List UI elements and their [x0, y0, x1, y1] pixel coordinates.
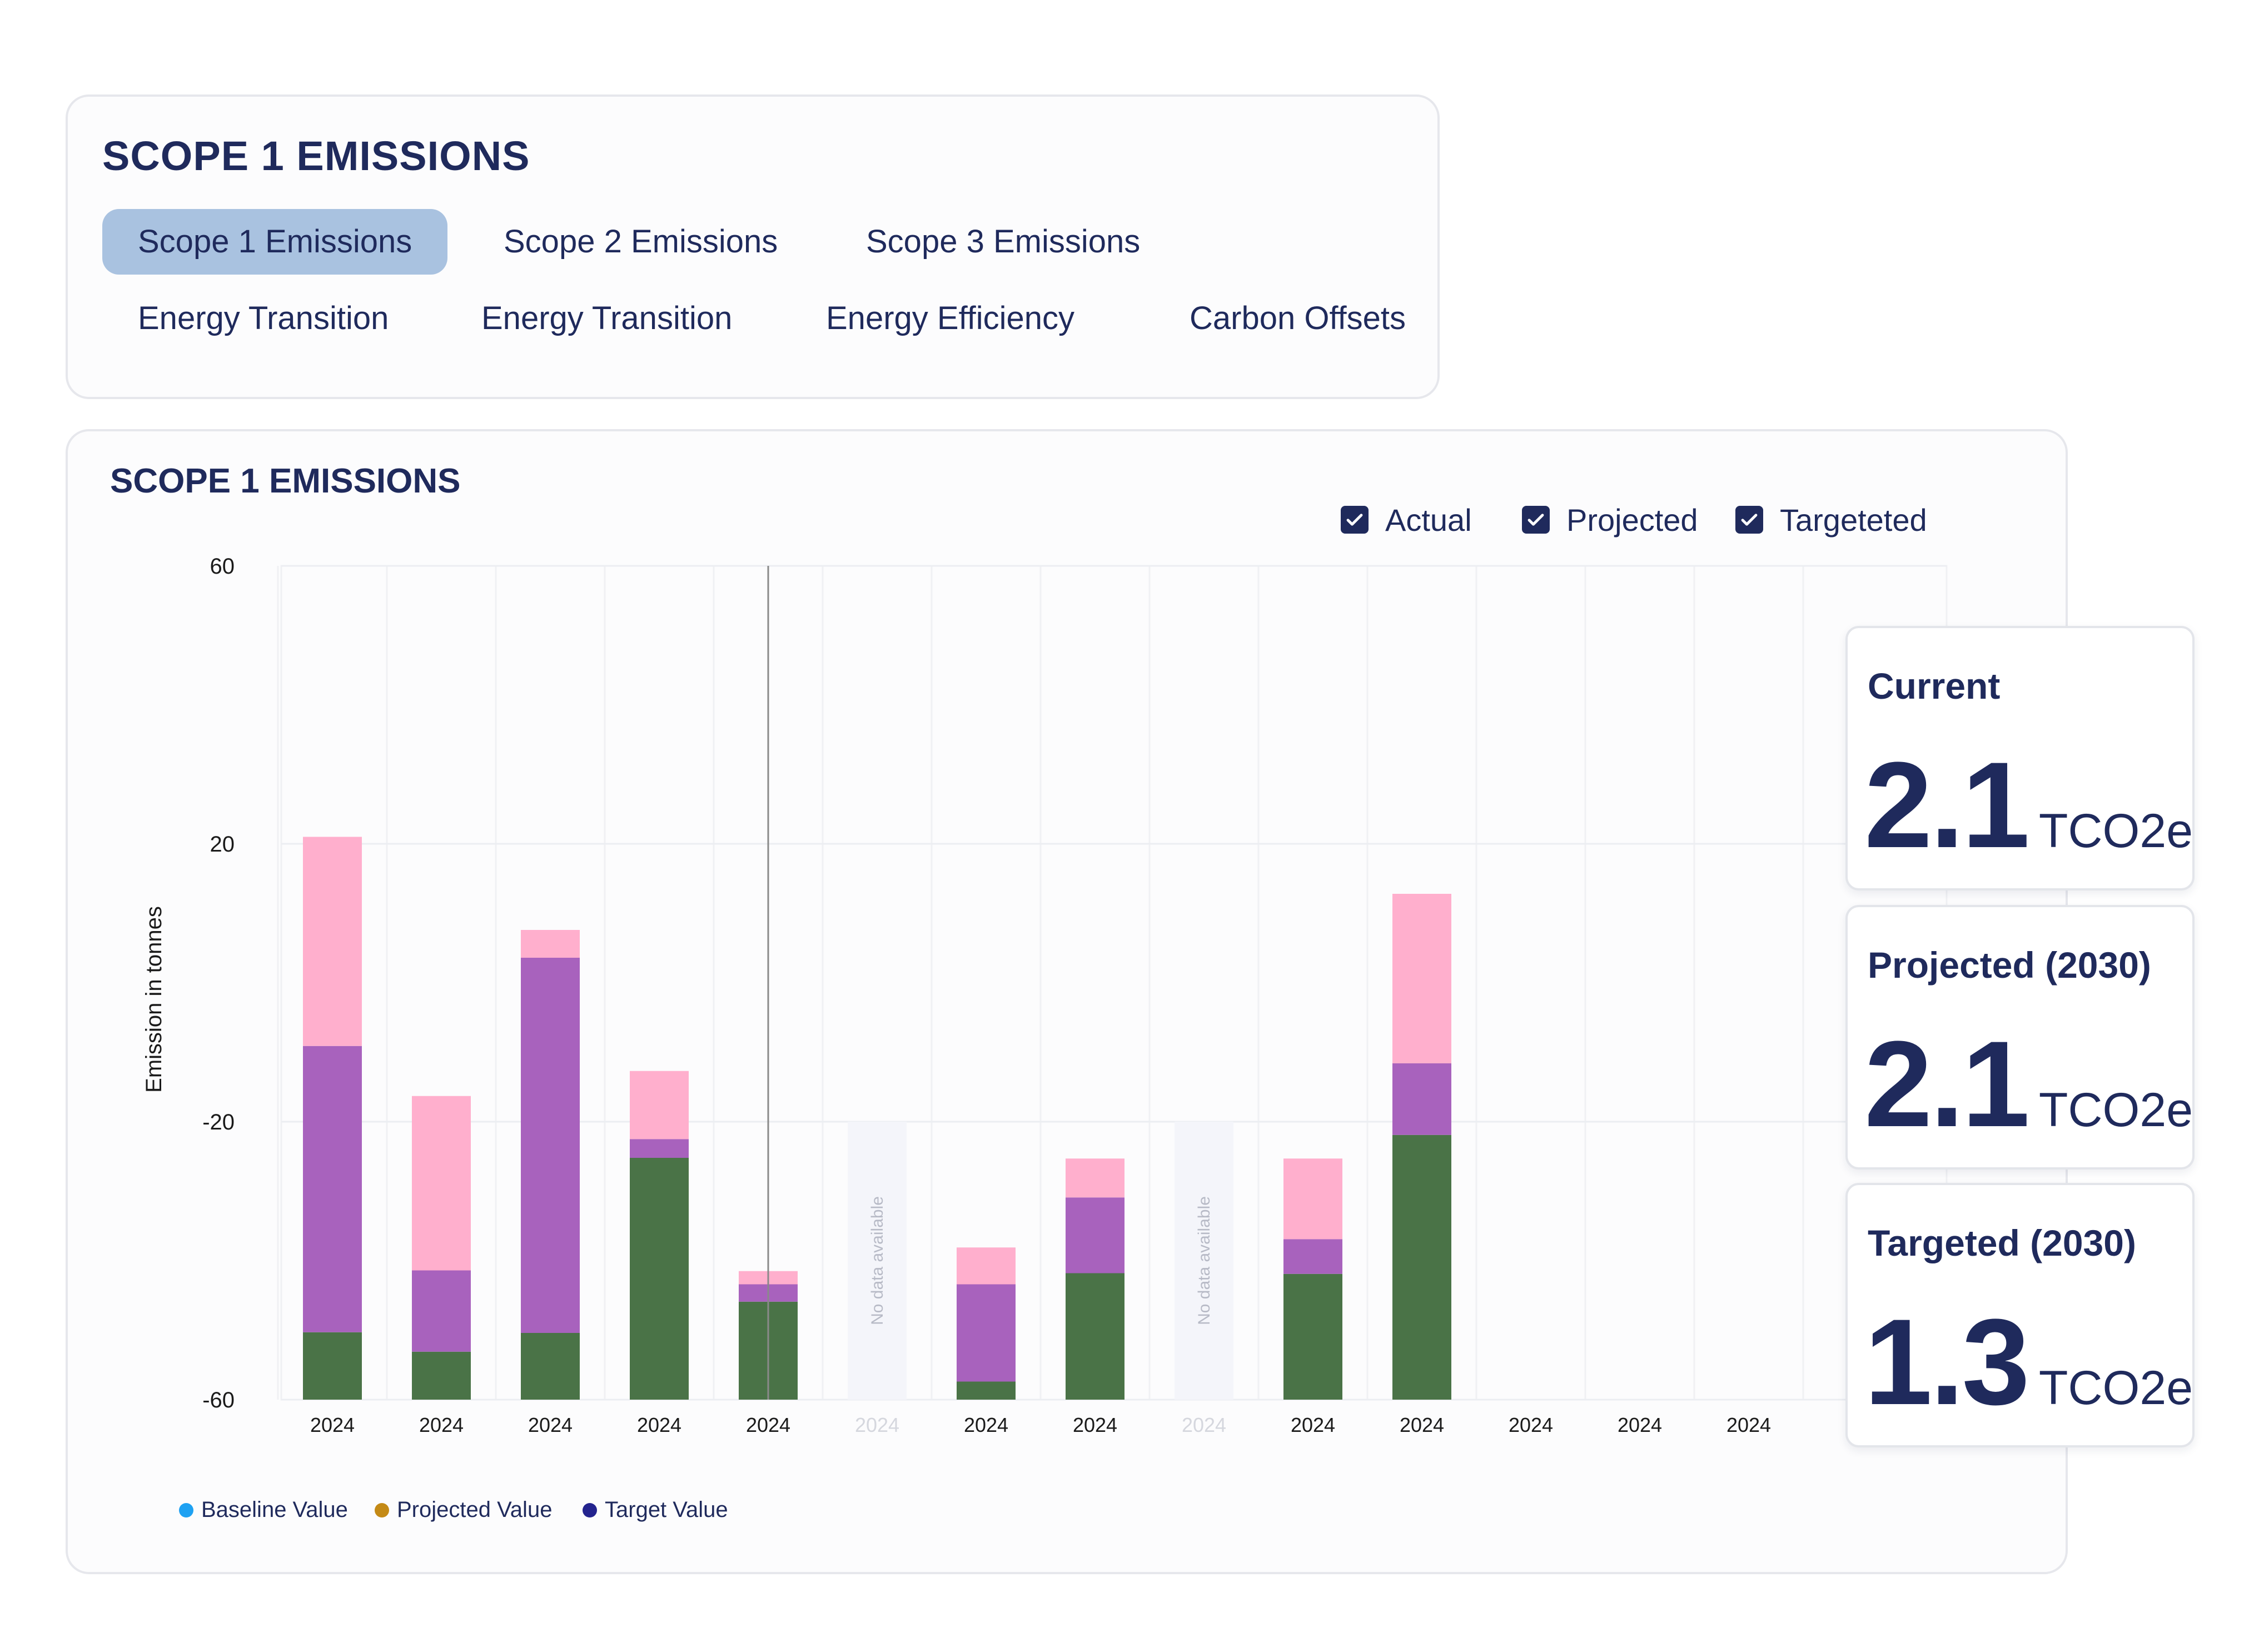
tab-scope-3-emissions[interactable]: Scope 3 Emissions: [866, 223, 1141, 260]
tabs-card-title: SCOPE 1 EMISSIONS: [102, 133, 530, 179]
checkbox-checked-icon[interactable]: [1341, 506, 1369, 534]
baseline-dot-icon: [179, 1502, 193, 1517]
bar-segment: [521, 958, 580, 1333]
legend-target: Target Value: [583, 1497, 728, 1522]
no-data-label: No data available: [1195, 1196, 1213, 1325]
tab-carbon-offsets[interactable]: Carbon Offsets: [1190, 300, 1406, 336]
bar-segment: [1283, 1273, 1342, 1400]
bar-segment: [1066, 1197, 1124, 1273]
projected-dot-icon: [375, 1502, 389, 1517]
targeted-toggle-label: Targeteted: [1780, 502, 1927, 538]
bar-segment: [957, 1284, 1016, 1382]
x-tick-label: 2024: [1073, 1414, 1117, 1436]
x-tick-label: 2024: [1400, 1414, 1444, 1436]
stat-projected-label: Projected (2030): [1868, 944, 2151, 986]
bar-segment: [630, 1139, 689, 1158]
x-tick-label: 2024: [964, 1414, 1008, 1436]
stat-current-label: Current: [1868, 665, 2001, 706]
x-tick-label: 2024: [637, 1414, 681, 1436]
bar-segment: [1283, 1158, 1342, 1240]
legend-projected-label: Projected Value: [397, 1497, 553, 1522]
x-tick-label: 2024: [855, 1414, 899, 1436]
targeted-toggle[interactable]: Targeteted: [1735, 501, 1927, 538]
legend-baseline: Baseline Value: [179, 1497, 348, 1522]
bar-segment: [1066, 1158, 1124, 1198]
bar-segment: [957, 1381, 1016, 1400]
x-tick-label: 2024: [310, 1414, 355, 1436]
x-tick-label: 2024: [1291, 1414, 1335, 1436]
y-tick-label: 60: [210, 554, 235, 579]
bar-segment: [412, 1351, 471, 1400]
bar-segment: [412, 1270, 471, 1352]
bar-segment: [1392, 894, 1451, 1063]
tab-energy-efficiency[interactable]: Energy Efficiency: [826, 300, 1075, 336]
checkbox-checked-icon[interactable]: [1522, 506, 1550, 534]
x-tick-label: 2024: [1618, 1414, 1662, 1436]
stat-card-targeted: Targeted (2030) 1.3 TCO2e: [1845, 1183, 2195, 1447]
stat-targeted-label: Targeted (2030): [1868, 1222, 2136, 1263]
bar-segment: [521, 1333, 580, 1400]
legend-baseline-label: Baseline Value: [201, 1497, 348, 1522]
no-data-label: No data available: [868, 1196, 887, 1325]
no-data-placeholder: [1175, 1122, 1233, 1400]
bar-segment: [303, 837, 362, 1046]
tab-scope-2-emissions[interactable]: Scope 2 Emissions: [504, 223, 778, 260]
y-tick-label: -60: [202, 1388, 235, 1412]
actual-toggle[interactable]: Actual: [1341, 501, 1472, 538]
legend-target-label: Target Value: [605, 1497, 728, 1522]
target-dot-icon: [583, 1502, 597, 1517]
emissions-stacked-bar-chart: 60 20 -20 -60 Emission in tonnes No data avai…: [142, 554, 1948, 1436]
projected-toggle[interactable]: Projected: [1522, 501, 1698, 538]
bar-segment: [1392, 1134, 1451, 1400]
tab-scope-1-emissions[interactable]: Scope 1 Emissions: [102, 209, 448, 275]
stat-projected-value: 2.1: [1864, 1016, 2030, 1152]
actual-toggle-label: Actual: [1385, 502, 1472, 538]
stat-card-current: Current 2.1 TCO2e: [1845, 626, 2195, 890]
y-tick-label: 20: [210, 832, 235, 857]
bar-segment: [1283, 1239, 1342, 1274]
emissions-chart-card: SCOPE 1 EMISSIONS Actual Projected Targe…: [66, 429, 2068, 1574]
x-tick-label: 2024: [1726, 1414, 1771, 1436]
y-tick-label: -20: [202, 1110, 235, 1134]
bar-segment: [303, 1332, 362, 1400]
chart-title: SCOPE 1 EMISSIONS: [110, 462, 461, 500]
bar-segment: [1392, 1063, 1451, 1135]
legend-projected: Projected Value: [375, 1497, 552, 1522]
stat-targeted-unit: TCO2e: [2038, 1361, 2193, 1415]
x-tick-label: 2024: [1182, 1414, 1226, 1436]
bar-segment: [630, 1158, 689, 1400]
stat-card-projected: Projected (2030) 2.1 TCO2e: [1845, 905, 2195, 1170]
bar-segment: [521, 930, 580, 958]
bar-segment: [412, 1096, 471, 1271]
stat-targeted-value: 1.3: [1864, 1293, 2030, 1430]
bar-segment: [303, 1046, 362, 1332]
x-tick-label: 2024: [528, 1414, 573, 1436]
projected-toggle-label: Projected: [1566, 502, 1698, 538]
x-tick-label: 2024: [746, 1414, 790, 1436]
stat-projected-unit: TCO2e: [2038, 1083, 2193, 1137]
x-tick-label: 2024: [419, 1414, 464, 1436]
y-axis-label: Emission in tonnes: [142, 906, 166, 1093]
checkbox-checked-icon[interactable]: [1735, 506, 1763, 534]
no-data-placeholder: [848, 1122, 907, 1400]
bar-segment: [957, 1247, 1016, 1285]
tab-energy-transition-2[interactable]: Energy Transition: [481, 300, 733, 336]
bar-segment: [630, 1071, 689, 1140]
bar-segment: [1066, 1273, 1124, 1400]
tab-energy-transition[interactable]: Energy Transition: [138, 300, 389, 336]
stat-current-value: 2.1: [1864, 737, 2030, 873]
x-tick-label: 2024: [1509, 1414, 1553, 1436]
emission-tabs-card: SCOPE 1 EMISSIONS Scope 1 Emissions Scop…: [66, 94, 1440, 399]
stat-current-unit: TCO2e: [2038, 804, 2193, 858]
